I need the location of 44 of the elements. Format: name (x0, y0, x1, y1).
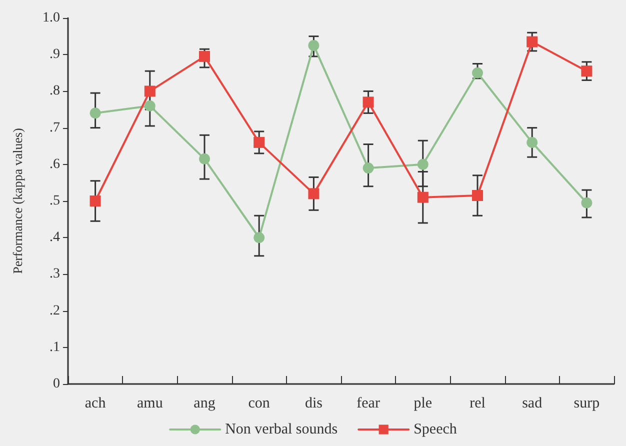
x-tick-label: con (248, 396, 270, 412)
y-tick-label: .6 (50, 156, 60, 172)
point (308, 188, 320, 200)
y-tick-label: .2 (50, 303, 60, 318)
x-tick-label: dis (304, 396, 323, 412)
point (581, 66, 592, 77)
legend-label: Non verbal sounds (225, 422, 338, 438)
point (254, 232, 265, 244)
point (417, 192, 428, 203)
y-tick-label: 1.0 (42, 10, 60, 26)
y-tick-label: .4 (50, 230, 60, 246)
x-tick-label: sad (522, 396, 543, 412)
x-tick-label: ple (414, 396, 432, 412)
y-tick-label: .9 (50, 47, 60, 62)
x-tick-label: ach (84, 396, 106, 412)
point (90, 196, 101, 206)
point (362, 96, 374, 108)
point (526, 36, 538, 48)
x-tick-label: amu (136, 396, 164, 412)
point (254, 136, 265, 148)
y-tick-label: .5 (50, 194, 60, 208)
y-tick-label: .3 (50, 266, 60, 282)
x-tick-label: ang (194, 396, 216, 412)
point (199, 50, 210, 62)
point (308, 40, 320, 51)
point (199, 153, 210, 164)
y-tick-label: .8 (50, 84, 60, 99)
y-tick-label: .1 (50, 340, 60, 355)
point (417, 158, 428, 170)
point (472, 67, 483, 78)
point (362, 162, 374, 174)
point (526, 136, 538, 148)
legend-label: Speech (414, 422, 458, 438)
x-tick-label: surp (574, 396, 600, 412)
point (581, 197, 592, 208)
y-tick-label: .7 (50, 120, 60, 136)
point (144, 86, 156, 97)
x-tick-label: fear (356, 396, 380, 412)
x-tick-label: rel (470, 396, 486, 412)
point (472, 190, 483, 202)
point (90, 108, 101, 119)
y-axis-title: Performance (kappa values) (10, 128, 25, 274)
y-tick-label: 0 (53, 376, 60, 392)
point (144, 100, 156, 112)
